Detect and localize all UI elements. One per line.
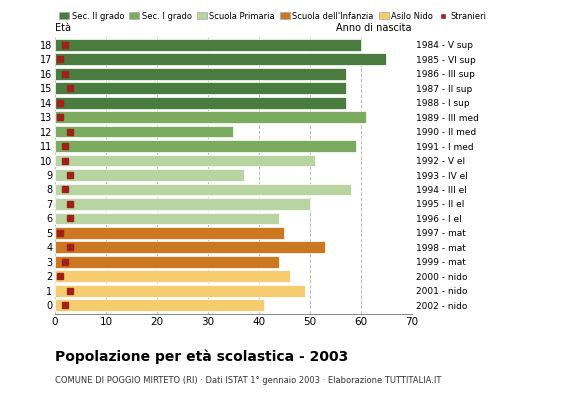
Bar: [55, 256, 280, 268]
Bar: [55, 154, 315, 166]
Bar: [55, 82, 346, 94]
Bar: [55, 126, 233, 138]
Bar: [55, 299, 264, 311]
Bar: [55, 169, 244, 181]
Bar: [55, 97, 346, 108]
Bar: [55, 198, 310, 210]
Bar: [55, 212, 280, 224]
Bar: [55, 270, 289, 282]
Text: Anno di nascita: Anno di nascita: [336, 23, 412, 33]
Text: Età: Età: [55, 23, 71, 33]
Text: COMUNE DI POGGIO MIRTETO (RI) · Dati ISTAT 1° gennaio 2003 · Elaborazione TUTTIT: COMUNE DI POGGIO MIRTETO (RI) · Dati IST…: [55, 376, 441, 385]
Bar: [55, 111, 366, 123]
Bar: [55, 53, 386, 65]
Bar: [55, 39, 361, 51]
Bar: [55, 140, 356, 152]
Bar: [55, 285, 305, 297]
Bar: [55, 68, 346, 80]
Text: Popolazione per età scolastica - 2003: Popolazione per età scolastica - 2003: [55, 350, 349, 364]
Legend: Sec. II grado, Sec. I grado, Scuola Primaria, Scuola dell'Infanzia, Asilo Nido, : Sec. II grado, Sec. I grado, Scuola Prim…: [59, 12, 487, 21]
Bar: [55, 184, 351, 196]
Bar: [55, 227, 284, 239]
Bar: [55, 242, 325, 253]
